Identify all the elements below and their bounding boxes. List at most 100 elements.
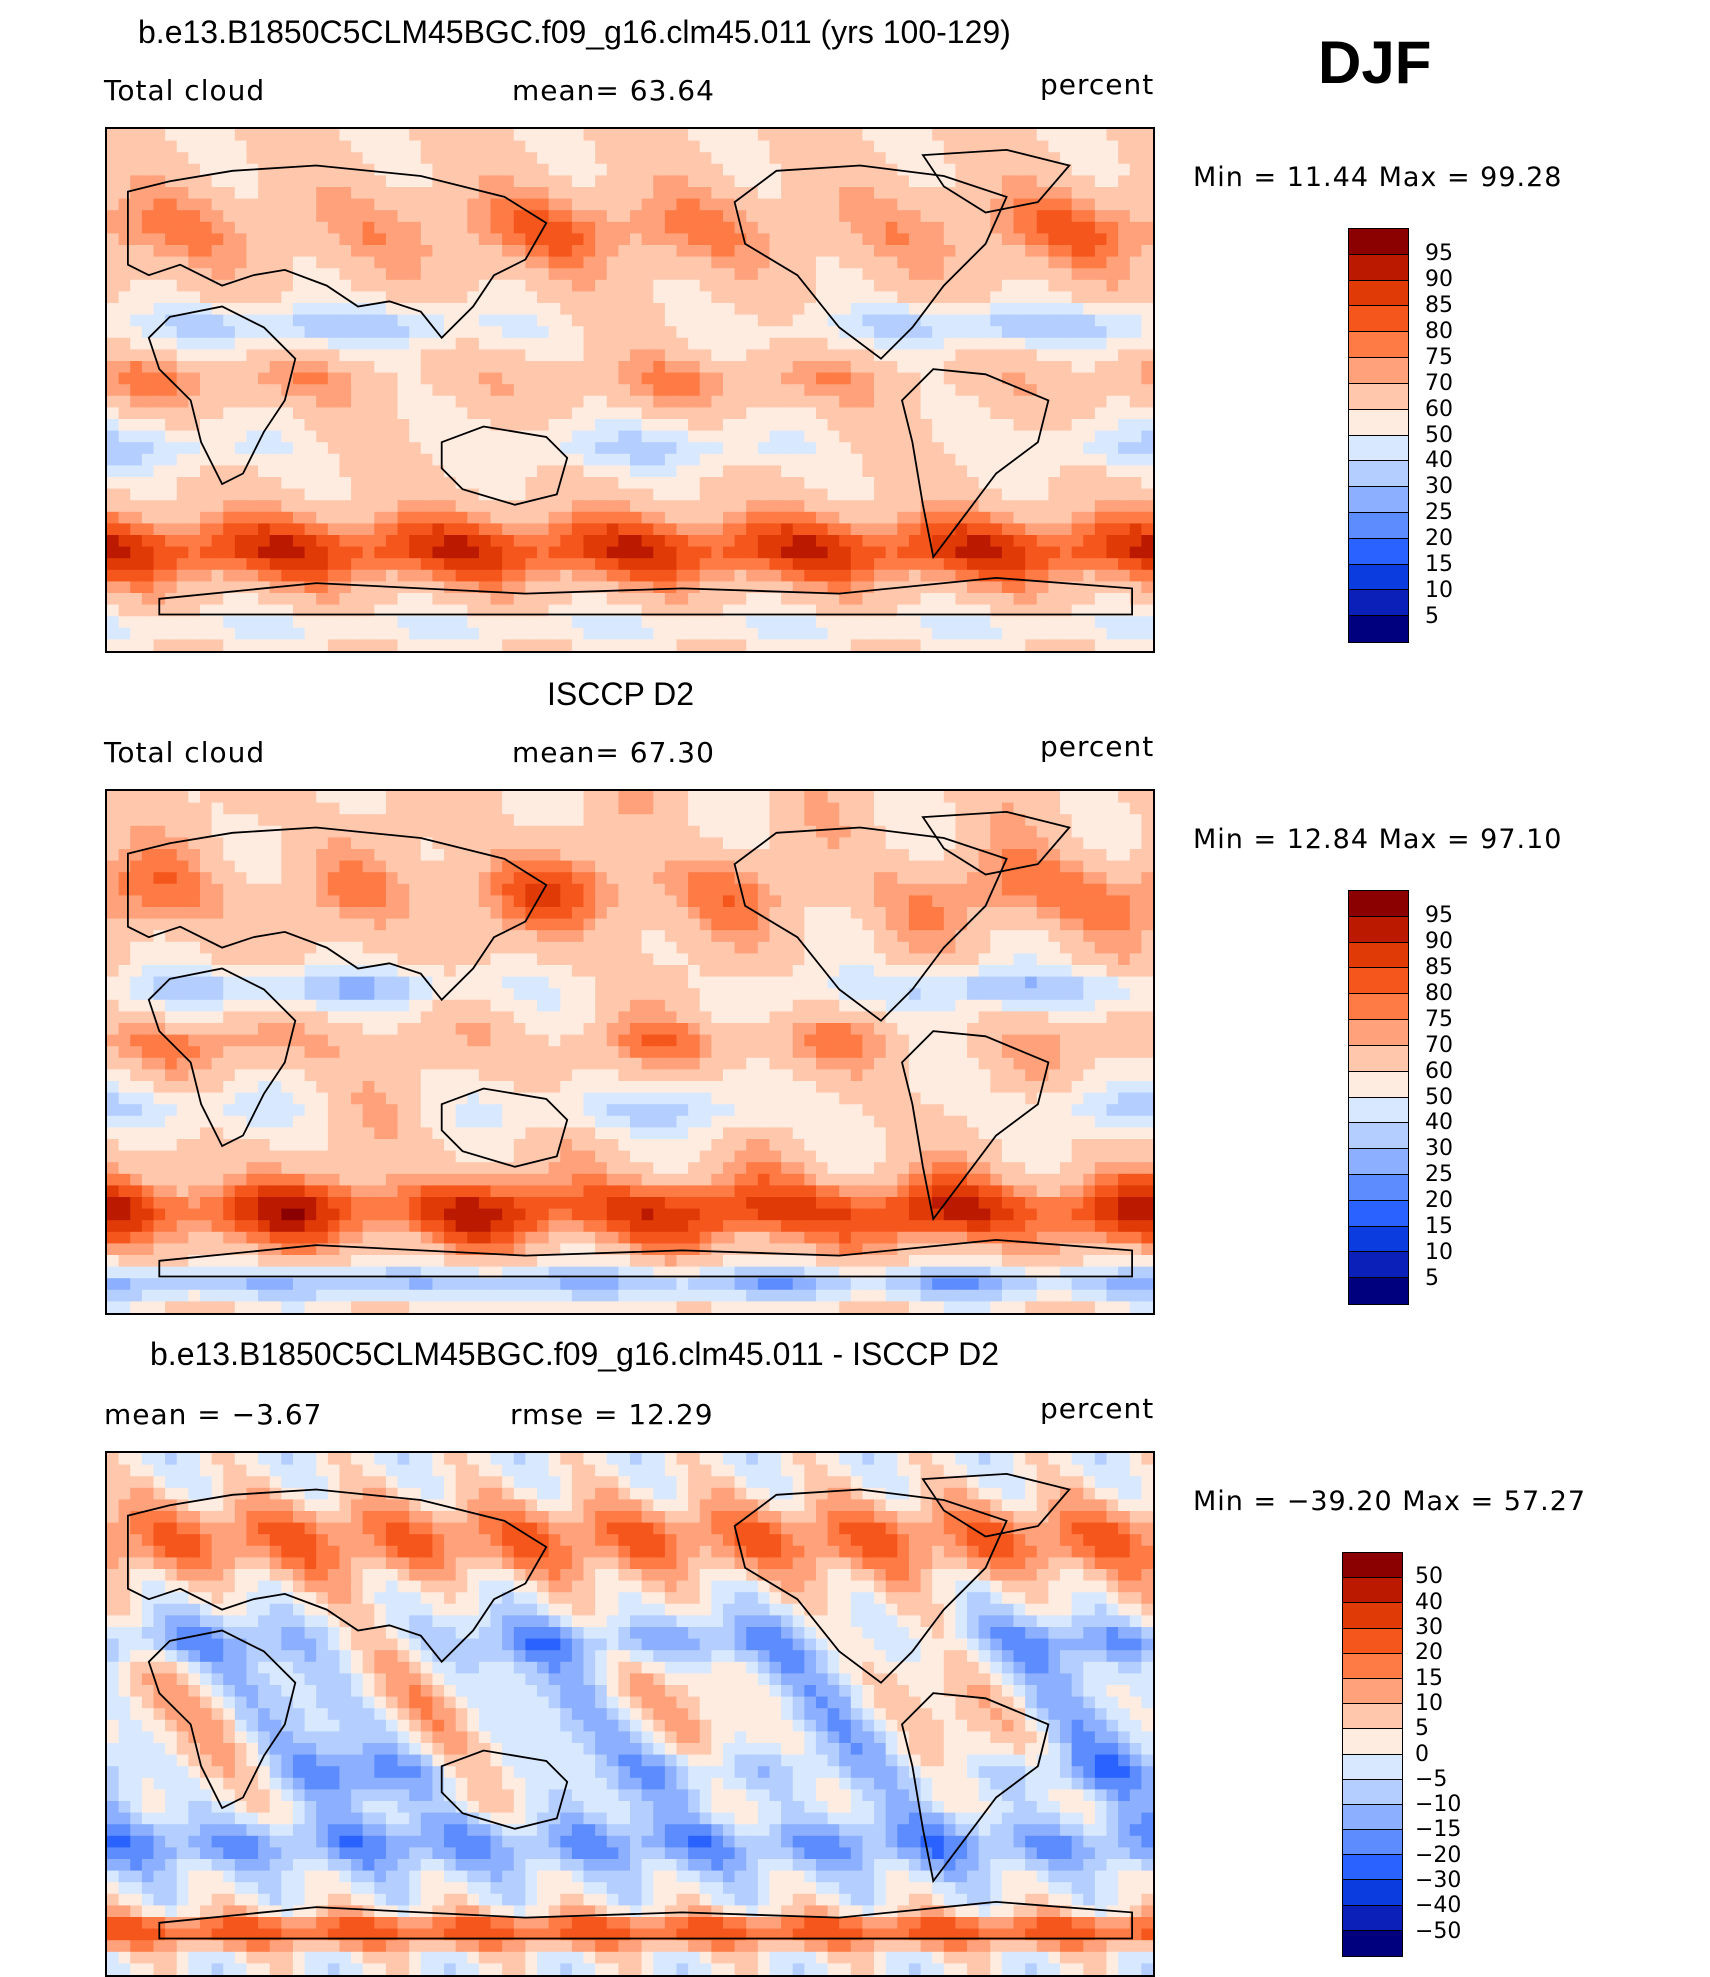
map-cell <box>584 593 596 605</box>
map-cell <box>618 152 630 164</box>
map-cell <box>653 175 665 187</box>
map-cell <box>816 477 828 489</box>
map-cell <box>421 338 433 350</box>
map-cell <box>386 558 398 570</box>
map-cell <box>456 535 468 547</box>
map-cell <box>223 616 235 628</box>
map-cell <box>363 280 375 292</box>
map-cell <box>1141 233 1153 245</box>
map-cell <box>897 361 909 373</box>
map-cell <box>618 442 630 454</box>
map-cell <box>386 535 398 547</box>
map-cell <box>769 570 781 582</box>
map-cell <box>688 199 700 211</box>
map-cell <box>386 373 398 385</box>
map-cell <box>793 199 805 211</box>
map-cell <box>642 837 654 849</box>
map-cell <box>1072 895 1084 907</box>
map-cell <box>1141 419 1153 431</box>
map-cell <box>130 500 142 512</box>
map-cell <box>618 396 630 408</box>
map-cell <box>339 826 351 838</box>
map-cell <box>1141 593 1153 605</box>
map-cell <box>456 872 468 884</box>
map-cell <box>723 233 735 245</box>
map-cell <box>735 523 747 535</box>
map-cell <box>525 442 537 454</box>
map-cell <box>897 616 909 628</box>
map-cell <box>1072 512 1084 524</box>
map-cell <box>119 431 131 443</box>
map-cell <box>398 187 410 199</box>
map-cell <box>1037 593 1049 605</box>
map-cell <box>270 837 282 849</box>
map-cell <box>572 152 584 164</box>
map-cell <box>955 593 967 605</box>
map-cell <box>223 257 235 269</box>
map-cell <box>479 523 491 535</box>
map-cell <box>595 407 607 419</box>
map-cell <box>107 407 119 419</box>
map-cell <box>804 338 816 350</box>
map-cell <box>828 129 840 141</box>
map-cell <box>1107 512 1119 524</box>
map-cell <box>955 628 967 640</box>
map-cell <box>897 558 909 570</box>
map-cell <box>1002 628 1014 640</box>
map-cell <box>804 349 816 361</box>
map-cell <box>491 558 503 570</box>
map-cell <box>804 535 816 547</box>
map-cell <box>955 895 967 907</box>
map-cell <box>839 396 851 408</box>
map-cell <box>967 129 979 141</box>
map-cell <box>200 570 212 582</box>
map-cell <box>374 129 386 141</box>
map-cell <box>293 593 305 605</box>
map-cell <box>781 872 793 884</box>
map-cell <box>862 489 874 501</box>
map-cell <box>642 338 654 350</box>
map-cell <box>514 616 526 628</box>
map-cell <box>886 315 898 327</box>
map-cell <box>153 616 165 628</box>
map-cell <box>874 814 886 826</box>
map-cell <box>119 199 131 211</box>
map-cell <box>944 500 956 512</box>
map-cell <box>758 547 770 559</box>
map-cell <box>723 129 735 141</box>
map-cell <box>281 407 293 419</box>
map-cell <box>1048 291 1060 303</box>
map-cell <box>246 199 258 211</box>
map-cell <box>246 407 258 419</box>
map-cell <box>130 489 142 501</box>
map-cell <box>258 895 270 907</box>
map-cell <box>688 814 700 826</box>
map-cell <box>746 129 758 141</box>
map-cell <box>1130 895 1142 907</box>
map-cell <box>188 233 200 245</box>
map-cell <box>735 373 747 385</box>
map-cell <box>409 384 421 396</box>
map-cell <box>828 175 840 187</box>
map-cell <box>549 895 561 907</box>
map-cell <box>735 639 747 651</box>
map-cell <box>711 837 723 849</box>
map-cell <box>177 861 189 873</box>
map-cell <box>177 315 189 327</box>
map-cell <box>1060 141 1072 153</box>
map-cell <box>1025 628 1037 640</box>
map-cell <box>1118 187 1130 199</box>
map-cell <box>990 419 1002 431</box>
map-cell <box>467 547 479 559</box>
map-cell <box>374 187 386 199</box>
map-cell <box>816 861 828 873</box>
map-cell <box>177 164 189 176</box>
map-cell <box>758 396 770 408</box>
map-cell <box>909 849 921 861</box>
map-cell <box>851 489 863 501</box>
map-cell <box>374 349 386 361</box>
map-cell <box>502 826 514 838</box>
map-cell <box>688 152 700 164</box>
map-cell <box>351 291 363 303</box>
map-cell <box>456 210 468 222</box>
